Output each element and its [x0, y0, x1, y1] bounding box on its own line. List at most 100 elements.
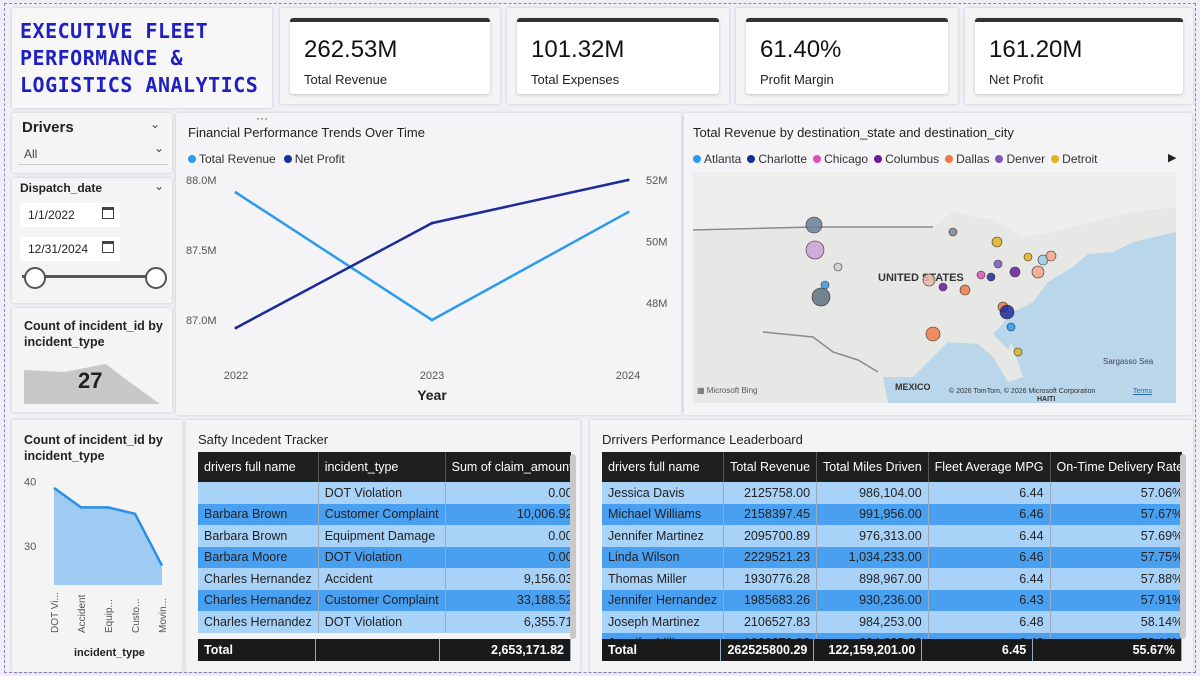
- calendar-icon[interactable]: [102, 241, 114, 253]
- map-bubble[interactable]: [833, 262, 843, 272]
- drivers-slicer[interactable]: Drivers ⌄ All ⌄: [12, 113, 172, 173]
- table-row[interactable]: Jennifer Martinez 2095700.89 976,313.00 6.4…: [602, 525, 1182, 547]
- chevron-down-icon[interactable]: ⌄: [150, 117, 161, 131]
- column-header[interactable]: On-Time Delivery Rate: [1050, 452, 1182, 482]
- drivers-dropdown[interactable]: All ⌄: [18, 141, 168, 165]
- map-bubble[interactable]: [805, 240, 825, 260]
- table-cell: 33,188.52: [445, 589, 571, 611]
- more-options-icon[interactable]: ···: [256, 111, 268, 125]
- table-row[interactable]: Charles Hernandez Accident 9,156.03: [198, 568, 571, 590]
- table-row[interactable]: Thomas Miller 1930776.28 898,967.00 6.44 57.…: [602, 568, 1182, 590]
- data-point[interactable]: [234, 326, 238, 330]
- kpi-profit-margin[interactable]: 61.40% Profit Margin: [736, 8, 958, 104]
- map-bubble[interactable]: [820, 280, 830, 290]
- start-date-input[interactable]: 1/1/2022: [20, 203, 120, 227]
- map-bubble[interactable]: [922, 273, 936, 287]
- data-point[interactable]: [430, 318, 434, 322]
- kpi-total-revenue[interactable]: 262.53M Total Revenue: [280, 8, 500, 104]
- legend-item[interactable]: Denver: [995, 152, 1045, 166]
- map-canvas[interactable]: UNITED STATES MEXICO Sargasso Sea HAITI …: [693, 172, 1176, 403]
- incident-count-card: Count of incident_id by incident_type 27: [12, 308, 172, 412]
- table-cell: 991,956.00: [816, 503, 929, 525]
- legend-item[interactable]: Dallas: [945, 152, 989, 166]
- revenue-map-card[interactable]: Total Revenue by destination_state and d…: [684, 113, 1192, 415]
- kpi-net-profit[interactable]: 161.20M Net Profit: [965, 8, 1193, 104]
- area-line[interactable]: [53, 486, 164, 567]
- legend-item[interactable]: Net Profit: [283, 152, 345, 166]
- column-header[interactable]: incident_type: [318, 452, 446, 482]
- legend-item[interactable]: Atlanta: [693, 152, 741, 166]
- safety-table-title: Safty Incedent Tracker: [198, 432, 329, 447]
- safety-table-container[interactable]: drivers full name incident_type Sum of cla…: [198, 452, 571, 662]
- date-range-slider[interactable]: [22, 275, 157, 278]
- data-point[interactable]: [626, 210, 630, 214]
- map-bubble[interactable]: [1031, 265, 1045, 279]
- table-row[interactable]: Jennifer Hernandez 1985683.26 930,236.00 6.…: [602, 589, 1182, 611]
- trend-chart: 88.0M 87.5M 87.0M 52M 50M 48M 2022 2023 2024 Year: [186, 175, 667, 403]
- safety-table-card[interactable]: Safty Incedent Tracker drivers full name…: [186, 420, 580, 672]
- column-header[interactable]: Fleet Average MPG: [928, 452, 1051, 482]
- map-terms-link[interactable]: Terms: [1133, 388, 1153, 395]
- column-header[interactable]: Total Miles Driven: [816, 452, 929, 482]
- legend-item[interactable]: Charlotte: [747, 152, 807, 166]
- kpi-total-expenses[interactable]: 101.32M Total Expenses: [507, 8, 729, 104]
- data-point[interactable]: [626, 178, 630, 182]
- map-bubble[interactable]: [925, 326, 941, 342]
- table-row[interactable]: DOT Violation 0.00: [198, 482, 571, 504]
- x-tick-label: Accident: [77, 594, 88, 633]
- incident-area-card[interactable]: Count of incident_id by incident_type 40…: [12, 420, 182, 672]
- x-tick-label: 2023: [420, 370, 444, 382]
- calendar-icon[interactable]: [102, 207, 114, 219]
- map-bubble[interactable]: [805, 216, 823, 234]
- data-point[interactable]: [430, 221, 434, 225]
- chevron-down-icon[interactable]: ⌄: [154, 179, 165, 193]
- map-bubble[interactable]: [986, 272, 996, 282]
- series-line-net-profit[interactable]: [235, 178, 629, 329]
- map-bubble[interactable]: [999, 304, 1015, 320]
- legend-item[interactable]: Chicago: [813, 152, 868, 166]
- end-date-input[interactable]: 12/31/2024: [20, 237, 120, 261]
- legend-next-icon[interactable]: ▶: [1168, 152, 1177, 164]
- map-bubble[interactable]: [948, 227, 958, 237]
- leaderboard-scrollbar[interactable]: [1180, 454, 1186, 639]
- table-row[interactable]: Charles Hernandez DOT Violation 6,355.71: [198, 611, 571, 633]
- leaderboard-table-container[interactable]: drivers full name Total Revenue Total Mile…: [602, 452, 1182, 662]
- leaderboard-card[interactable]: Drrivers Performance Leaderboard drivers…: [590, 420, 1193, 672]
- map-bubble[interactable]: [976, 270, 986, 280]
- table-row[interactable]: Barbara Moore DOT Violation 0.00: [198, 546, 571, 568]
- map-bubble[interactable]: [811, 287, 831, 307]
- map-bubble[interactable]: [1006, 322, 1016, 332]
- column-header[interactable]: Total Revenue: [723, 452, 818, 482]
- table-row[interactable]: Joseph Martinez 2106527.83 984,253.00 6.48 5…: [602, 611, 1182, 633]
- column-header[interactable]: drivers full name: [602, 452, 725, 482]
- kpi-label: Net Profit: [989, 72, 1044, 87]
- series-line-total-revenue[interactable]: [235, 191, 629, 322]
- data-point[interactable]: [234, 191, 238, 195]
- map-bubble[interactable]: [938, 282, 948, 292]
- incident-area-chart: 40 30 DOT Vi... Accident Equip... Custo... Mov…: [24, 476, 169, 633]
- map-bubble[interactable]: [1013, 347, 1023, 357]
- column-header[interactable]: Sum of claim_amount: [445, 452, 571, 482]
- table-row[interactable]: Barbara Brown Customer Complaint 10,006.92: [198, 503, 571, 525]
- map-bubble[interactable]: [993, 259, 1003, 269]
- table-row[interactable]: Charles Hernandez Customer Complaint 33,18…: [198, 589, 571, 611]
- legend-item[interactable]: Detroit: [1051, 152, 1098, 166]
- slider-start-handle[interactable]: [24, 267, 46, 289]
- trend-chart-card[interactable]: ··· Financial Performance Trends Over Ti…: [176, 111, 681, 415]
- map-bubble[interactable]: [1009, 266, 1021, 278]
- column-header[interactable]: drivers full name: [198, 452, 319, 482]
- table-row[interactable]: Michael Williams 2158397.45 991,956.00 6.46…: [602, 503, 1182, 525]
- table-row[interactable]: Jessica Davis 2125758.00 986,104.00 6.44 57.…: [602, 482, 1182, 504]
- x-tick-label: 2022: [224, 370, 248, 382]
- map-bubble[interactable]: [1045, 250, 1057, 262]
- safety-scrollbar[interactable]: [570, 454, 576, 639]
- legend-item[interactable]: Total Revenue: [188, 152, 276, 166]
- table-cell: 976,313.00: [816, 525, 929, 547]
- map-bubble[interactable]: [1023, 252, 1033, 262]
- map-bubble[interactable]: [991, 236, 1003, 248]
- table-row[interactable]: Barbara Brown Equipment Damage 0.00: [198, 525, 571, 547]
- slider-end-handle[interactable]: [145, 267, 167, 289]
- legend-item[interactable]: Columbus: [874, 152, 939, 166]
- map-bubble[interactable]: [959, 284, 971, 296]
- table-row[interactable]: Linda Wilson 2229521.23 1,034,233.00 6.46 57…: [602, 546, 1182, 568]
